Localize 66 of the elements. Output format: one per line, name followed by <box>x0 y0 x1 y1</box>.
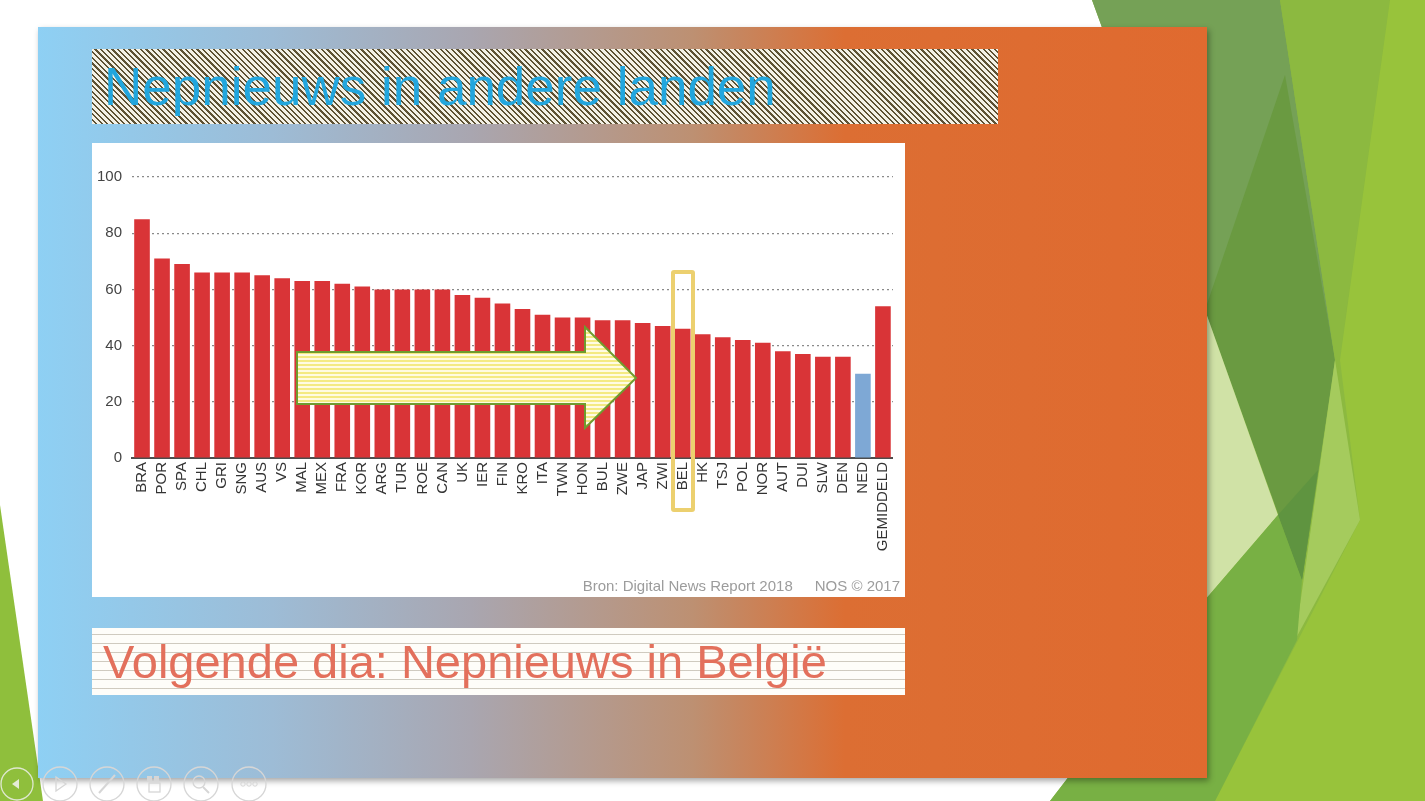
x-tick-label: SLW <box>813 461 830 494</box>
bar <box>174 264 190 458</box>
x-tick-label: MEX <box>312 462 330 495</box>
bar <box>634 323 651 458</box>
x-tick-label: NOR <box>752 461 770 496</box>
x-tick-label: ZWE <box>612 462 630 496</box>
x-tick-label: SPA <box>172 462 190 491</box>
x-tick-label: GEMIDDELD <box>873 461 891 552</box>
bar <box>875 306 891 458</box>
x-tick-label: AUS <box>252 462 270 493</box>
x-tick-label: IER <box>472 461 490 488</box>
x-tick-label: BRA <box>132 462 150 493</box>
y-tick-label: 60 <box>105 279 122 297</box>
bar <box>855 373 871 458</box>
x-tick-label: POL <box>732 462 750 493</box>
bar <box>274 278 290 458</box>
bar <box>714 337 731 458</box>
x-tick-label: ROE <box>412 462 430 495</box>
text: Bron: Digital News Report 2018 <box>582 577 793 595</box>
bar <box>234 272 250 458</box>
bar <box>194 272 210 458</box>
x-tick-label: POR <box>152 461 170 495</box>
x-tick-label: KRO <box>512 462 530 495</box>
text: NOS © 2017 <box>814 577 900 595</box>
x-tick-label: NED <box>853 461 871 494</box>
x-tick-label: FRA <box>332 462 350 492</box>
bar <box>734 339 751 458</box>
x-tick-label: SNG <box>232 462 250 495</box>
bar <box>795 354 811 458</box>
bar <box>815 356 831 458</box>
x-tick-label: UK <box>452 462 470 483</box>
x-tick-label: ITA <box>532 462 550 485</box>
x-tick-label: TUR <box>392 461 410 493</box>
x-tick-label: TWN <box>552 462 570 497</box>
x-tick-label: BUL <box>592 462 610 492</box>
x-tick-label: HON <box>572 462 590 496</box>
x-tick-label: BEL <box>672 462 690 491</box>
bar <box>674 328 691 458</box>
x-tick-label: CHL <box>192 462 210 493</box>
x-tick-label: MAL <box>292 462 310 493</box>
x-tick-label: KOR <box>352 461 370 495</box>
x-tick-label: GRI <box>212 462 230 489</box>
bar <box>134 219 150 458</box>
x-tick-label: FIN <box>492 462 510 487</box>
x-tick-label: VS <box>272 462 290 483</box>
bar <box>214 272 230 458</box>
bar <box>835 356 851 458</box>
bar <box>754 342 771 458</box>
x-tick-label: ARG <box>372 462 390 495</box>
x-tick-label: HK <box>692 462 710 483</box>
y-tick-label: 80 <box>105 223 122 241</box>
y-tick-label: 40 <box>105 335 122 353</box>
bar <box>254 275 270 458</box>
x-tick-label: TSJ <box>712 462 730 489</box>
x-tick-label: CAN <box>432 462 450 494</box>
y-tick-label: 100 <box>96 167 122 185</box>
x-tick-label: AUT <box>772 462 790 492</box>
y-tick-label: 20 <box>105 391 122 409</box>
x-tick-label: JAP <box>632 462 650 490</box>
x-tick-label: ZWI <box>652 462 670 490</box>
bar <box>775 351 791 458</box>
y-tick-label: 0 <box>113 448 122 466</box>
x-tick-label: DUI <box>792 462 810 488</box>
x-tick-label: DEN <box>833 462 851 494</box>
text: Volgende dia: Nepnieuws in België <box>103 634 827 690</box>
bar <box>154 258 170 458</box>
